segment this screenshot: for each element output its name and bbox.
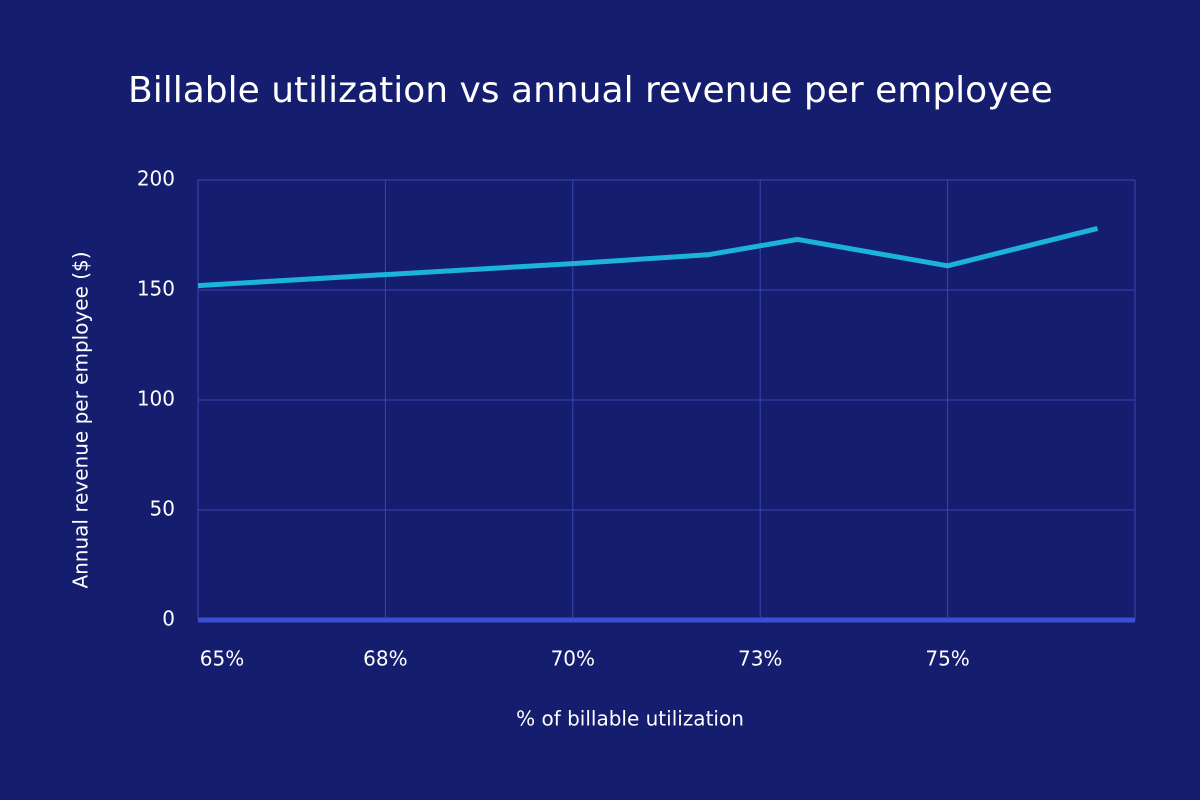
data-line [197, 225, 1099, 289]
y-tick-label: 150 [137, 277, 175, 301]
x-tick-label: 75% [925, 647, 969, 671]
x-tick-label: 68% [363, 647, 407, 671]
y-tick-label: 0 [162, 607, 175, 631]
x-tick-label: 70% [551, 647, 595, 671]
y-tick-label: 100 [137, 387, 175, 411]
x-tick-label: 65% [200, 647, 244, 671]
y-tick-label: 200 [137, 167, 175, 191]
y-axis-label: Annual revenue per employee ($) [69, 251, 93, 588]
chart-title: Billable utilization vs annual revenue p… [128, 70, 1053, 111]
y-tick-label: 50 [150, 497, 175, 521]
x-axis-label: % of billable utilization [516, 707, 744, 731]
x-tick-label: 73% [738, 647, 782, 671]
